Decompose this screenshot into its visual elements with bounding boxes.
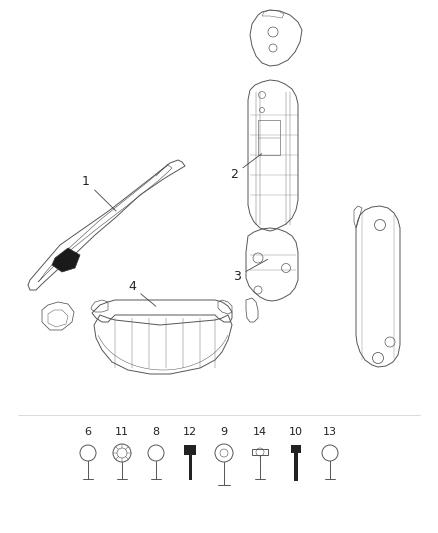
Bar [294,453,298,481]
Text: 9: 9 [220,427,228,437]
Bar [188,455,191,480]
Bar [184,445,196,455]
Bar [291,445,301,453]
Text: 11: 11 [115,427,129,437]
Text: 8: 8 [152,427,159,437]
Bar [252,449,268,455]
Bar [258,120,280,155]
Text: 3: 3 [233,260,268,283]
Text: 13: 13 [323,427,337,437]
Text: 12: 12 [183,427,197,437]
Text: 6: 6 [85,427,92,437]
Text: 4: 4 [128,280,156,306]
Text: 10: 10 [289,427,303,437]
Text: 2: 2 [230,154,262,181]
Polygon shape [52,248,80,272]
Text: 14: 14 [253,427,267,437]
Text: 1: 1 [82,175,116,211]
